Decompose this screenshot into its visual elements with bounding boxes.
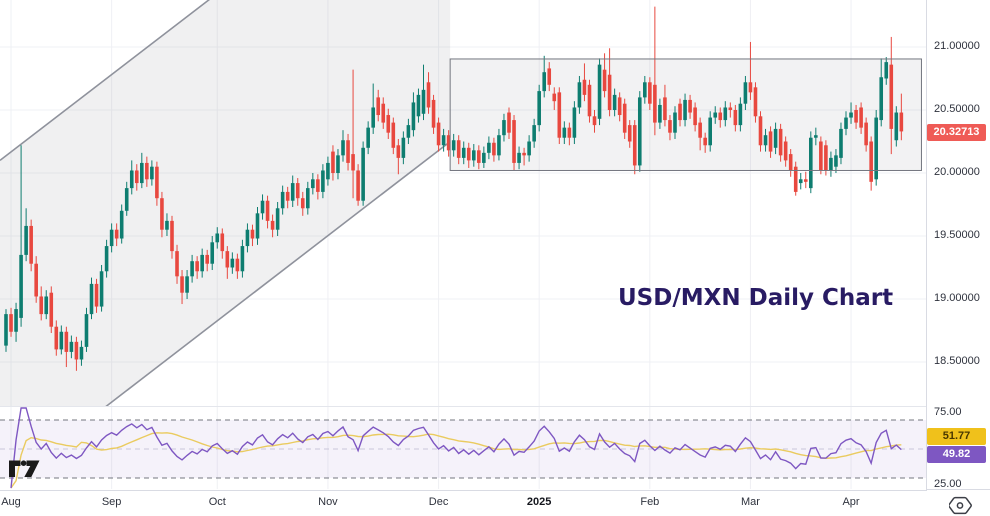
chart-title-watermark: USD/MXN Daily Chart bbox=[618, 285, 894, 311]
time-tick-label: Feb bbox=[640, 496, 660, 508]
price-tick-label: 21.00000 bbox=[934, 40, 980, 52]
rsi-line bbox=[10, 407, 902, 489]
trend-channel[interactable] bbox=[0, 0, 451, 488]
candles bbox=[4, 6, 904, 371]
price-tick-label: 19.00000 bbox=[934, 292, 980, 304]
rsi-value-badge: 49.82 bbox=[927, 446, 986, 463]
time-axis[interactable]: Aug Sep Oct Nov Dec 2025 Feb Mar Apr bbox=[0, 490, 927, 516]
time-tick-label: Oct bbox=[208, 496, 226, 508]
time-tick-label: Aug bbox=[1, 496, 21, 508]
time-tick-label: 2025 bbox=[526, 496, 552, 508]
time-tick-label: Sep bbox=[101, 496, 122, 508]
axis-corner bbox=[927, 489, 990, 516]
range-box-border[interactable] bbox=[449, 58, 922, 171]
gridlines bbox=[0, 0, 926, 489]
price-tick-label: 19.50000 bbox=[934, 229, 980, 241]
time-tick-label: Mar bbox=[740, 496, 760, 508]
tradingview-logo-icon[interactable] bbox=[9, 456, 40, 483]
rsi-ma-value-badge: 51.77 bbox=[927, 428, 986, 445]
time-tick-label: Apr bbox=[842, 496, 860, 508]
rsi-tick-label: 25.00 bbox=[934, 478, 962, 491]
time-tick-label: Dec bbox=[428, 496, 449, 508]
last-price-badge: 20.32713 bbox=[927, 124, 986, 141]
rsi-tick-label: 75.00 bbox=[934, 405, 962, 418]
price-tick-label: 20.50000 bbox=[934, 103, 980, 115]
time-tick-label: Nov bbox=[318, 496, 338, 508]
chart-canvas[interactable] bbox=[0, 0, 926, 490]
price-tick-label: 20.00000 bbox=[934, 166, 980, 178]
settings-icon[interactable] bbox=[948, 496, 972, 516]
price-tick-label: 18.50000 bbox=[934, 355, 980, 367]
rsi-ma-line bbox=[10, 432, 902, 489]
